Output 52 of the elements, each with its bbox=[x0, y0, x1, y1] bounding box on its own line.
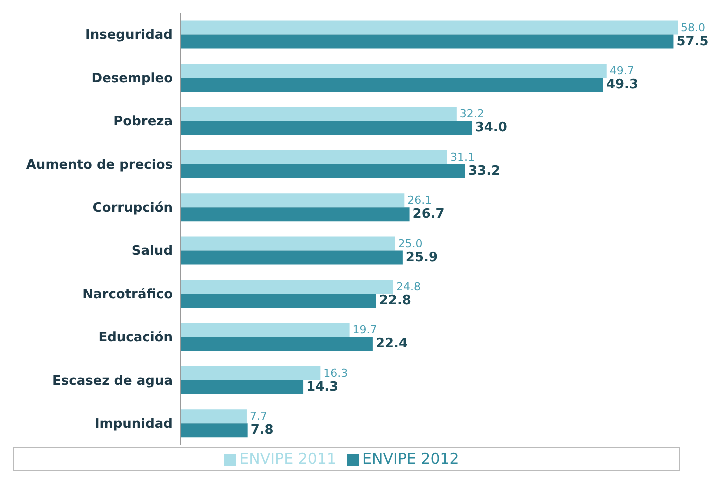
bar bbox=[181, 366, 321, 380]
bar bbox=[181, 107, 457, 122]
y-tick-label: Pobreza bbox=[114, 114, 173, 130]
data-label: 33.2 bbox=[468, 164, 501, 179]
y-tick-label: Impunidad bbox=[94, 417, 173, 432]
bar bbox=[181, 294, 376, 308]
y-tick-label: Narcotráfico bbox=[82, 287, 174, 302]
bar bbox=[181, 250, 403, 265]
data-label: 24.8 bbox=[396, 280, 422, 294]
data-label: 19.7 bbox=[352, 324, 378, 337]
legend-label: ENVIPE 2012 bbox=[362, 450, 460, 468]
y-tick-label: Inseguridad bbox=[86, 28, 173, 44]
bar bbox=[181, 150, 448, 164]
data-label: 57.5 bbox=[676, 34, 709, 50]
bar bbox=[181, 64, 607, 78]
data-label: 25.9 bbox=[406, 250, 438, 266]
y-tick-label: Aumento de precios bbox=[26, 158, 174, 173]
y-tick-label: Educación bbox=[98, 330, 173, 346]
data-label: 7.8 bbox=[250, 423, 274, 438]
data-label: 34.0 bbox=[475, 120, 508, 136]
data-label: 49.7 bbox=[610, 64, 634, 78]
bar bbox=[181, 194, 405, 208]
bar bbox=[181, 208, 410, 222]
bar bbox=[181, 280, 394, 294]
data-label: 49.3 bbox=[606, 77, 639, 92]
data-label: 31.1 bbox=[450, 150, 475, 164]
data-label: 22.4 bbox=[376, 336, 408, 352]
bar bbox=[181, 121, 472, 136]
legend-label: ENVIPE 2011 bbox=[240, 450, 336, 468]
y-tick-label: Salud bbox=[132, 244, 173, 260]
bar bbox=[181, 380, 304, 394]
bar bbox=[181, 424, 248, 438]
y-tick-label: Corrupción bbox=[92, 201, 173, 216]
data-label: 26.7 bbox=[412, 207, 445, 222]
data-label: 58.0 bbox=[681, 21, 706, 34]
bar bbox=[181, 410, 247, 424]
y-tick-label: Desempleo bbox=[92, 71, 174, 86]
bar bbox=[181, 323, 350, 338]
data-label: 14.3 bbox=[306, 380, 339, 395]
bar bbox=[181, 164, 466, 178]
data-label: 16.3 bbox=[324, 366, 348, 380]
bar bbox=[181, 337, 373, 352]
data-label: 22.8 bbox=[379, 293, 412, 308]
bar bbox=[181, 236, 396, 251]
bar bbox=[181, 78, 604, 92]
y-tick-label: Escasez de agua bbox=[52, 374, 173, 389]
data-label: 32.2 bbox=[460, 108, 484, 121]
data-label: 25.0 bbox=[398, 237, 423, 250]
bar bbox=[181, 34, 674, 49]
data-label: 26.1 bbox=[408, 194, 432, 208]
data-label: 7.7 bbox=[250, 410, 268, 424]
bar bbox=[181, 20, 678, 35]
